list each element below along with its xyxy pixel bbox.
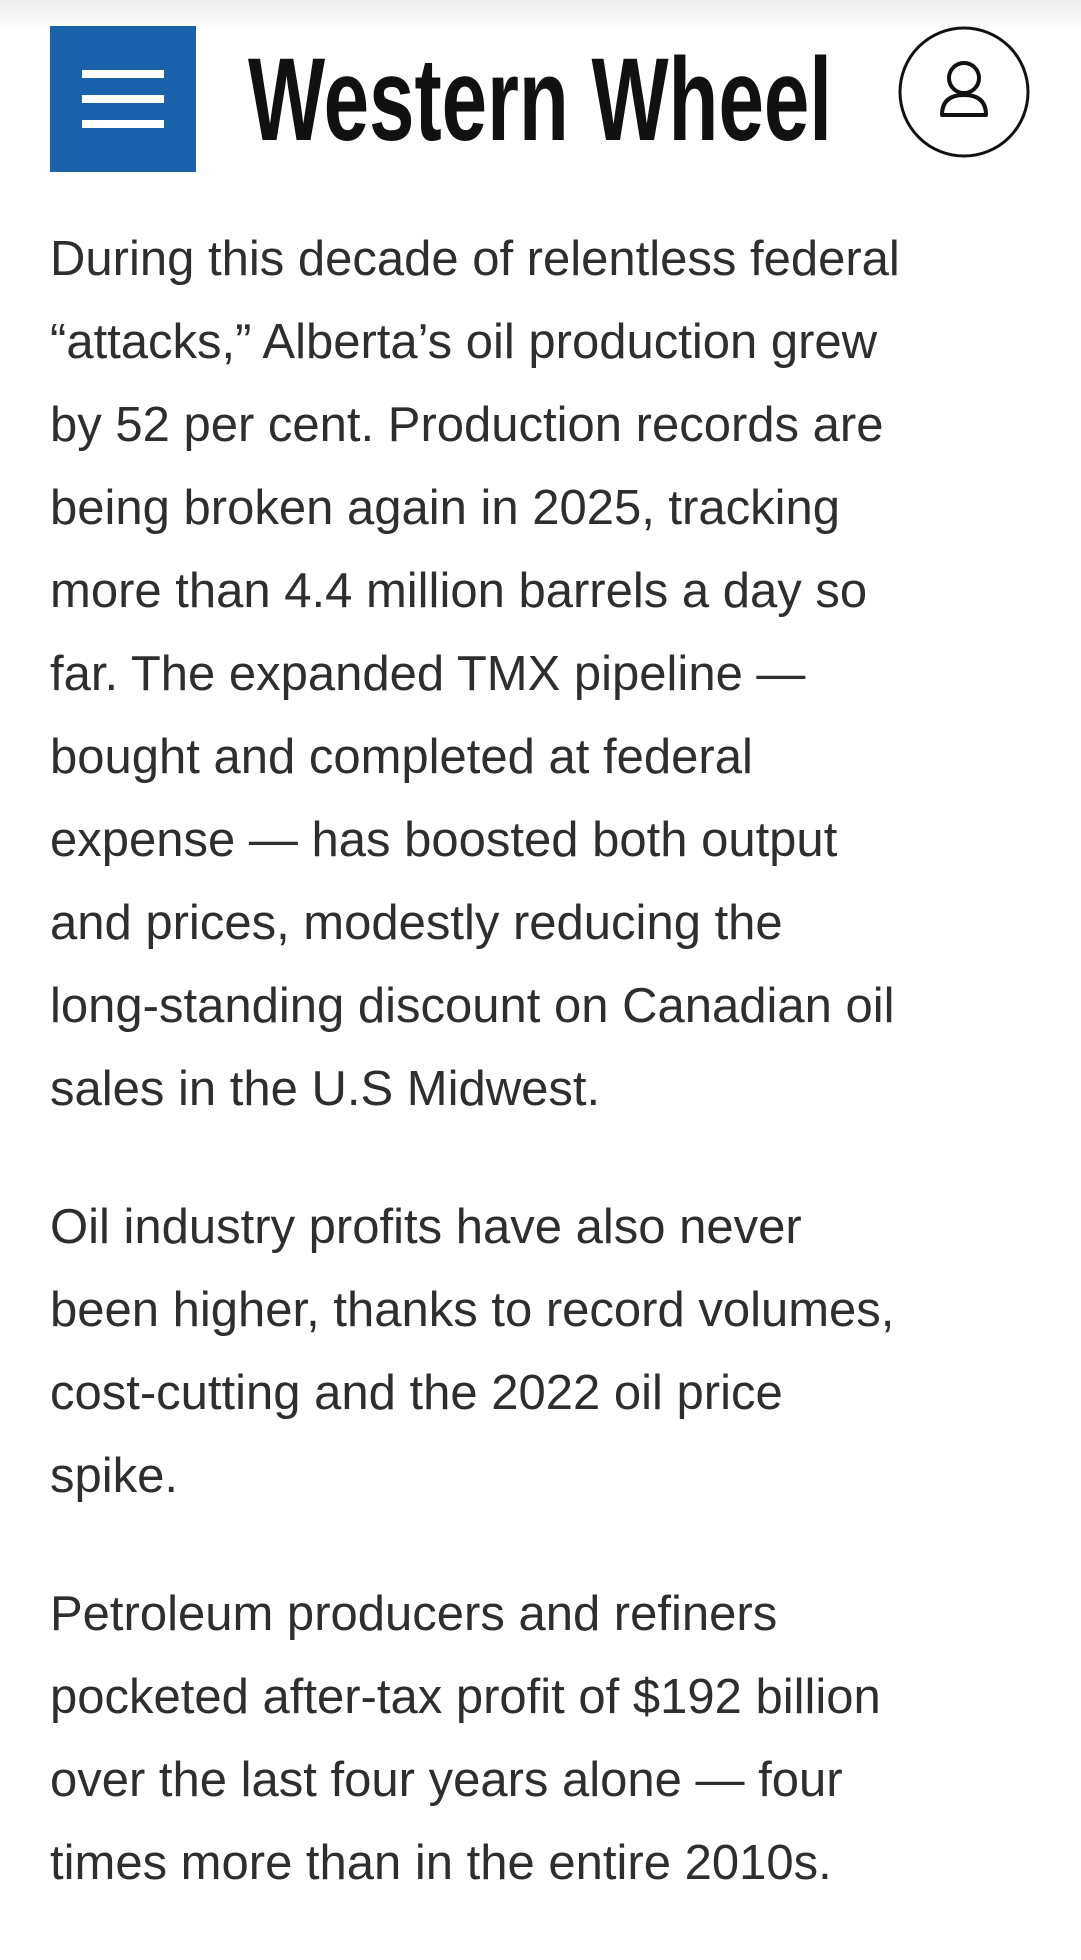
text-line: During this decade of relentless federal	[50, 232, 900, 286]
text-line: Oil industry profits have also never	[50, 1200, 802, 1254]
user-head	[947, 61, 981, 95]
text-line: long-standing discount on Canadian oil	[50, 979, 895, 1033]
logo[interactable]: Western Wheel	[248, 34, 832, 166]
text-line: bought and completed at federal	[50, 730, 753, 784]
account-button[interactable]	[898, 26, 1030, 158]
text-line: far. The expanded TMX pipeline —	[50, 647, 806, 701]
text-line: by 52 per cent. Production records are	[50, 398, 884, 452]
menu-bar	[82, 70, 164, 78]
menu-bar	[82, 120, 164, 128]
text-line: more than 4.4 million barrels a day so	[50, 564, 868, 618]
menu-button[interactable]	[50, 26, 196, 172]
paragraph: Petroleum producers and refiners pocketed…	[50, 1573, 1060, 1905]
text-line: times more than in the entire 2010s.	[50, 1836, 832, 1890]
text-line: and prices, modestly reducing the	[50, 896, 783, 950]
menu-bar	[82, 95, 164, 103]
header: Western Wheel	[50, 26, 1030, 172]
text-line: expense — has boosted both output	[50, 813, 838, 867]
text-line: “attacks,” Alberta’s oil production grew	[50, 315, 878, 369]
top-shadow	[0, 0, 1081, 30]
text-line: pocketed after-tax profit of $192 billio…	[50, 1670, 881, 1724]
text-line: over the last four years alone — four	[50, 1753, 843, 1807]
article: During this decade of relentless federal…	[50, 218, 1060, 1960]
text-line: been higher, thanks to record volumes,	[50, 1283, 895, 1337]
text-line: Petroleum producers and refiners	[50, 1587, 778, 1641]
text-line: spike.	[50, 1449, 179, 1503]
user-body	[940, 93, 988, 117]
text-line: being broken again in 2025, tracking	[50, 481, 841, 535]
page: Western Wheel During this decade of rele…	[0, 0, 1081, 1890]
account-circle[interactable]	[898, 26, 1030, 158]
paragraph: Oil industry profits have also never been…	[50, 1186, 1060, 1518]
text-line: sales in the U.S Midwest.	[50, 1062, 601, 1116]
paragraph: During this decade of relentless federal…	[50, 218, 1060, 1131]
text-line: cost-cutting and the 2022 oil price	[50, 1366, 783, 1420]
